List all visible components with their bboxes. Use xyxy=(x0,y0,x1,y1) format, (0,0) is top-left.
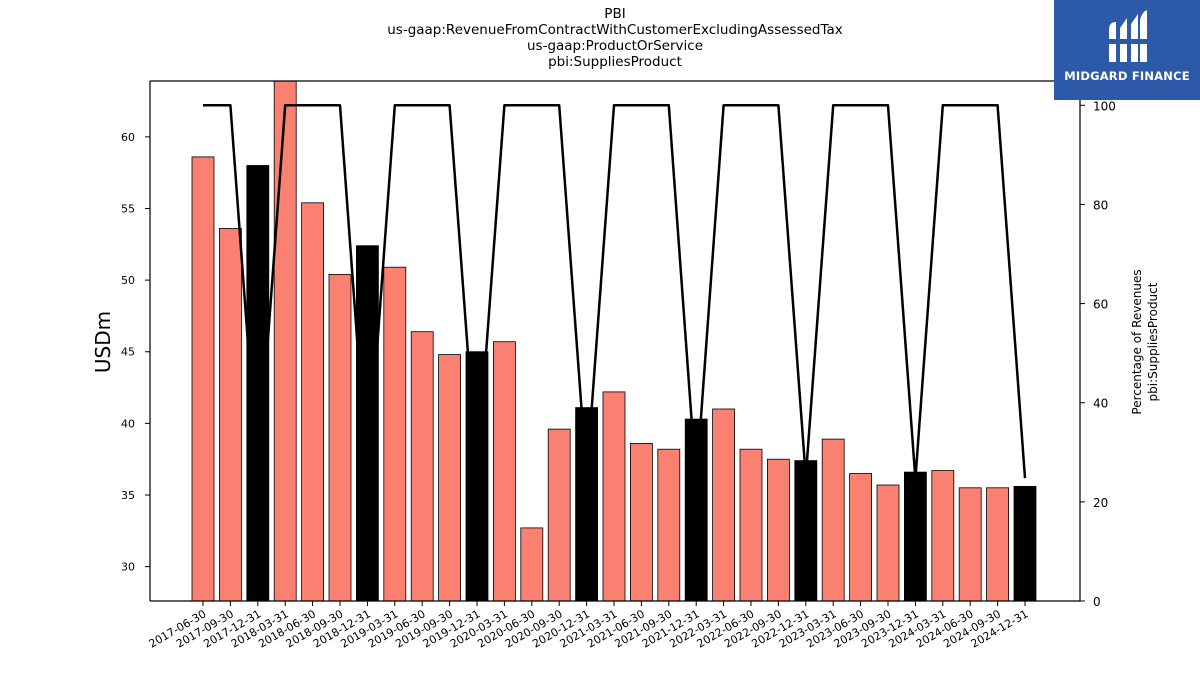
y2-tick-label-40: 40 xyxy=(1093,397,1108,411)
bar-2019-03-31 xyxy=(383,266,407,601)
bar-2024-06-30 xyxy=(958,487,982,601)
y2-axis-label-line-1: Percentage of Revenues xyxy=(1130,269,1144,414)
bar-2021-12-31 xyxy=(684,418,708,601)
bar-2018-09-30 xyxy=(328,273,352,601)
bar-2019-12-31 xyxy=(465,351,489,601)
y-tick-label-55: 55 xyxy=(121,202,135,215)
bar-2020-03-31 xyxy=(492,341,516,601)
bar-2018-06-30 xyxy=(301,202,325,601)
y2-tick-label-80: 80 xyxy=(1093,198,1108,212)
y-tick-label-35: 35 xyxy=(121,489,135,502)
bar-2021-09-30 xyxy=(657,448,681,601)
title-line-2: us-gaap:RevenueFromContractWithCustomerE… xyxy=(387,22,843,38)
title-line-4: pbi:SuppliesProduct xyxy=(548,54,682,70)
bar-2023-12-31 xyxy=(904,471,927,601)
bar-group xyxy=(191,81,1037,601)
bar-2022-03-31 xyxy=(712,408,735,601)
bar-2018-12-31 xyxy=(355,245,379,601)
y-tick-label-60: 60 xyxy=(121,131,135,144)
bar-2023-03-31 xyxy=(821,438,845,601)
y-tick-label-40: 40 xyxy=(121,417,135,430)
title-line-3: us-gaap:ProductOrService xyxy=(526,38,704,54)
bar-2020-09-30 xyxy=(547,428,571,601)
y-tick-label-50: 50 xyxy=(121,274,135,287)
bar-2024-03-31 xyxy=(931,470,955,601)
y2-axis-label-line-2: pbi:SuppliesProduct xyxy=(1146,282,1160,401)
bar-2022-12-31 xyxy=(794,460,818,601)
title-line-1: PBI xyxy=(604,6,626,22)
percentage-line-group xyxy=(203,104,1027,485)
bar-2021-03-31 xyxy=(602,391,626,601)
y2-tick-label-0: 0 xyxy=(1093,595,1101,609)
bar-2019-09-30 xyxy=(438,354,462,601)
y2-tick-label-20: 20 xyxy=(1093,496,1108,510)
logo-text: MIDGARD FINANCE xyxy=(1064,69,1190,83)
bar-2024-12-31 xyxy=(1013,485,1037,601)
bar-2023-09-30 xyxy=(876,484,900,601)
bar-2022-06-30 xyxy=(739,448,763,601)
bar-2023-06-30 xyxy=(849,473,872,601)
bar-2017-06-30 xyxy=(191,156,215,601)
y2-tick-label-100: 100 xyxy=(1093,99,1116,113)
y-tick-label-45: 45 xyxy=(121,346,135,359)
bar-2020-06-30 xyxy=(520,527,544,601)
bar-2018-03-31 xyxy=(273,81,297,601)
midgard-logo-icon xyxy=(1107,10,1149,62)
y2-tick-label-60: 60 xyxy=(1093,298,1108,312)
bar-2017-09-30 xyxy=(218,228,242,601)
bar-2021-06-30 xyxy=(630,442,653,601)
chart-title: PBI us-gaap:RevenueFromContractWithCusto… xyxy=(0,6,1200,70)
y-axis-label: USDm xyxy=(91,311,115,373)
percentage-line xyxy=(203,104,1027,485)
y-tick-label-30: 30 xyxy=(121,561,135,574)
bar-2022-09-30 xyxy=(767,458,790,601)
bar-2017-12-31 xyxy=(246,165,270,601)
bar-2024-09-30 xyxy=(986,487,1009,601)
bar-2019-06-30 xyxy=(410,331,434,601)
bar-2020-12-31 xyxy=(575,407,598,601)
midgard-finance-logo: MIDGARD FINANCE xyxy=(1054,0,1200,100)
